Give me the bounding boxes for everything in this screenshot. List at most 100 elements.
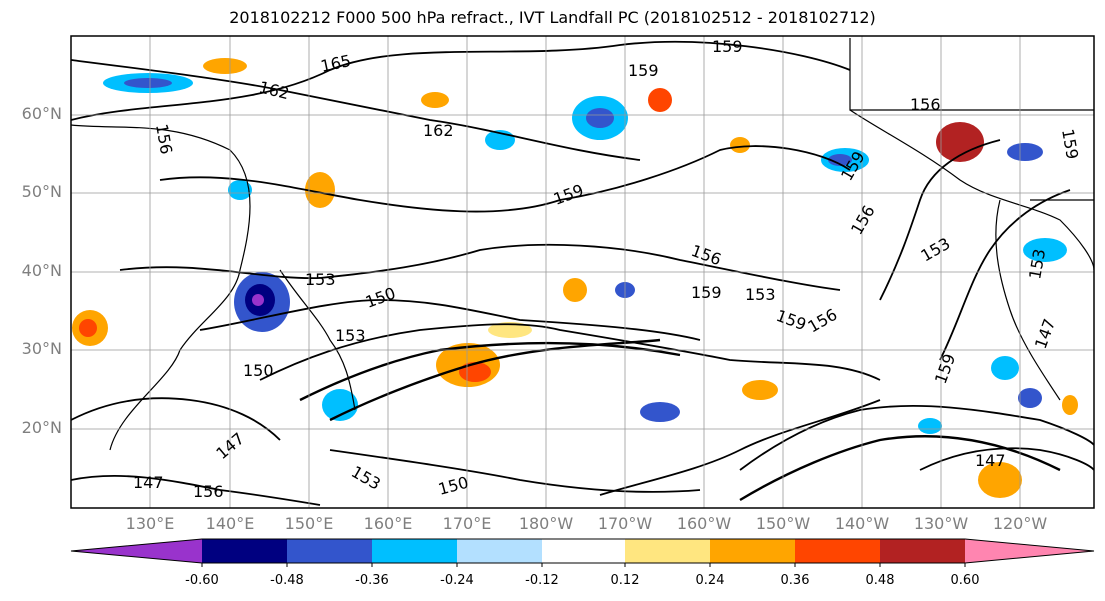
contours xyxy=(71,40,1094,506)
contour-label: 150 xyxy=(243,361,274,380)
positive-anomaly-patch xyxy=(742,380,778,400)
contour-line xyxy=(159,145,851,213)
contour-line xyxy=(259,323,881,381)
lon-label: 130°E xyxy=(125,514,175,533)
contour-label: 153 xyxy=(305,270,336,289)
negative-anomaly-patch xyxy=(1023,238,1067,262)
negative-anomaly-patch xyxy=(124,78,172,88)
colorbar-tick-label: -0.36 xyxy=(355,573,389,588)
lat-label: 60°N xyxy=(21,104,62,123)
shaded-patches xyxy=(72,58,1078,498)
colorbar-tick-label: -0.12 xyxy=(525,573,559,588)
lon-label: 170°W xyxy=(597,514,653,533)
coastline xyxy=(849,38,1094,111)
colorbar-segment xyxy=(71,539,202,563)
contour-label: 147 xyxy=(133,473,164,492)
contour-line xyxy=(71,59,641,161)
positive-anomaly-patch xyxy=(563,278,587,302)
positive-anomaly-patch xyxy=(203,58,247,74)
positive-anomaly-patch xyxy=(459,362,491,382)
colorbar-tick-label: -0.48 xyxy=(270,573,304,588)
lat-label: 30°N xyxy=(21,339,62,358)
contour-line xyxy=(599,399,881,496)
contour-line xyxy=(119,243,841,291)
positive-anomaly-patch xyxy=(936,122,984,162)
lon-label: 160°W xyxy=(676,514,732,533)
positive-anomaly-patch xyxy=(648,88,672,112)
contour-label: 153 xyxy=(745,285,776,304)
colorbar-tick-label: 0.12 xyxy=(610,573,640,588)
contour-line xyxy=(939,189,1071,361)
negative-anomaly-patch xyxy=(828,154,852,166)
positive-anomaly-patch xyxy=(421,92,449,108)
positive-anomaly-patch xyxy=(1062,395,1078,415)
lon-label: 140°E xyxy=(205,514,255,533)
negative-anomaly-patch xyxy=(252,294,264,306)
lon-label: 150°E xyxy=(284,514,334,533)
contour-label: 153 xyxy=(335,326,366,345)
coastline xyxy=(279,269,356,411)
map-frame xyxy=(70,35,1095,509)
colorbar-tick-label: 0.36 xyxy=(780,573,810,588)
lon-label: 140°W xyxy=(834,514,890,533)
contour-line xyxy=(199,299,701,341)
lon-label: 170°E xyxy=(442,514,492,533)
colorbar-tick-label: 0.48 xyxy=(865,573,895,588)
colorbar-tick-label: 0.24 xyxy=(695,573,725,588)
lon-label: 160°E xyxy=(363,514,413,533)
negative-anomaly-patch xyxy=(1007,143,1043,161)
colorbar-segment xyxy=(542,539,625,563)
contour-label: 156 xyxy=(910,95,941,114)
contour-line xyxy=(879,139,1001,301)
negative-anomaly-patch xyxy=(228,180,252,200)
gridlines xyxy=(71,36,1094,508)
contour-line xyxy=(71,397,281,441)
colorbar-tick-label: 0.60 xyxy=(950,573,980,588)
colorbar-segment xyxy=(625,539,710,563)
contour-line xyxy=(71,474,321,506)
contour-line xyxy=(329,449,701,493)
positive-anomaly-patch xyxy=(978,462,1022,498)
lat-label: 20°N xyxy=(21,418,62,437)
negative-anomaly-patch xyxy=(1018,388,1042,408)
coastline xyxy=(849,109,1094,271)
lat-label: 50°N xyxy=(21,182,62,201)
negative-anomaly-patch xyxy=(640,402,680,422)
coastline xyxy=(71,124,251,451)
lon-label: 120°W xyxy=(992,514,1048,533)
positive-anomaly-patch xyxy=(730,137,750,153)
contour-line xyxy=(71,40,851,121)
colorbar-segment xyxy=(795,539,880,563)
colorbar-tick-label: -0.60 xyxy=(185,573,219,588)
map-title: 2018102212 F000 500 hPa refract., IVT La… xyxy=(229,8,876,27)
lon-label: 180°W xyxy=(518,514,574,533)
contour-label: 162 xyxy=(423,121,454,140)
negative-anomaly-patch xyxy=(586,108,614,128)
colorbar xyxy=(70,538,1095,567)
contour-line xyxy=(329,338,661,422)
map-plot-area: 165 162 159 162 159 159 156 156 153 153 … xyxy=(71,36,1094,508)
positive-anomaly-patch xyxy=(79,319,97,337)
colorbar-tick-label: -0.24 xyxy=(440,573,474,588)
contour-label: 147 xyxy=(975,451,1006,470)
contour-label: 159 xyxy=(691,283,722,302)
colorbar-segment xyxy=(965,539,1094,563)
colorbar-segment xyxy=(457,539,542,563)
contour-label: 159 xyxy=(628,61,659,80)
contour-label: 156 xyxy=(193,482,224,501)
contour-line xyxy=(299,341,681,402)
negative-anomaly-patch xyxy=(322,389,358,421)
lon-label: 150°W xyxy=(755,514,811,533)
colorbar-segment xyxy=(202,539,287,563)
lat-label: 40°N xyxy=(21,261,62,280)
positive-anomaly-patch xyxy=(488,322,532,338)
colorbar-segment xyxy=(710,539,795,563)
coastline xyxy=(995,199,1061,401)
colorbar-segment xyxy=(372,539,457,563)
colorbar-segment xyxy=(287,539,372,563)
negative-anomaly-patch xyxy=(991,356,1019,380)
colorbar-segment xyxy=(880,539,965,563)
negative-anomaly-patch xyxy=(918,418,942,434)
contour-line xyxy=(919,447,1094,471)
